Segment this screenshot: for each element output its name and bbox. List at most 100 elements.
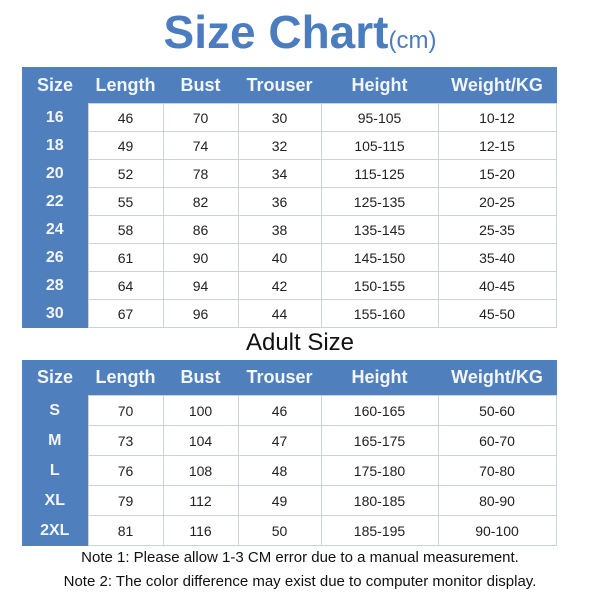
table-cell: 94 xyxy=(162,271,239,300)
table-cell: 60-70 xyxy=(437,425,557,456)
table-row: 26 61 90 40 145-150 35-40 xyxy=(22,243,557,272)
size-label: 16 xyxy=(22,103,88,132)
table-row: L 76 108 48 175-180 70-80 xyxy=(22,455,557,486)
table-cell: 50-60 xyxy=(437,395,557,426)
table-row: 2XL 81 116 50 185-195 90-100 xyxy=(22,515,557,546)
column-header: Weight/KG xyxy=(451,367,543,387)
table-cell: 90 xyxy=(162,243,239,272)
column-header: Length xyxy=(95,367,156,387)
table-cell: 108 xyxy=(162,455,239,486)
table-cell: 165-175 xyxy=(320,425,439,456)
size-label: XL xyxy=(22,485,88,516)
table-cell: 52 xyxy=(87,159,164,188)
table-cell: 48 xyxy=(237,455,322,486)
table-cell: 40 xyxy=(237,243,322,272)
header-row: Size Length Bust Trouser Height Weight/KG xyxy=(22,67,556,104)
table-cell: 100 xyxy=(162,395,239,426)
column-header: Bust xyxy=(180,74,221,95)
size-label: L xyxy=(22,455,88,486)
column-header: Bust xyxy=(180,367,221,387)
table-cell: 36 xyxy=(237,187,322,216)
table-cell: 49 xyxy=(87,131,164,160)
table-cell: 34 xyxy=(237,159,322,188)
table-cell: 112 xyxy=(162,485,239,516)
note-1: Note 1: Please allow 1-3 CM error due to… xyxy=(81,549,519,566)
table-cell: 82 xyxy=(162,187,239,216)
table-cell: 116 xyxy=(162,515,239,546)
table-cell: 90-100 xyxy=(437,515,557,546)
table-cell: 160-165 xyxy=(320,395,439,426)
table-cell: 80-90 xyxy=(437,485,557,516)
table-cell: 76 xyxy=(87,455,164,486)
table-cell: 73 xyxy=(87,425,164,456)
table-cell: 10-12 xyxy=(437,103,557,132)
header-row: Size Length Bust Trouser Height Weight/KG xyxy=(22,360,556,396)
table-cell: 74 xyxy=(162,131,239,160)
table-cell: 12-15 xyxy=(437,131,557,160)
table-row: M 73 104 47 165-175 60-70 xyxy=(22,425,557,456)
size-label: 28 xyxy=(22,271,88,300)
table-cell: 105-115 xyxy=(320,131,439,160)
title-unit: (cm) xyxy=(388,27,437,54)
table-row: 22 55 82 36 125-135 20-25 xyxy=(22,187,557,216)
kids-size-table: Size Length Bust Trouser Height Weight/KG 16 46… xyxy=(22,67,557,328)
table-cell: 67 xyxy=(87,299,164,328)
table-cell: 150-155 xyxy=(320,271,439,300)
table-cell: 49 xyxy=(237,485,322,516)
table-cell: 15-20 xyxy=(437,159,557,188)
column-header: Size xyxy=(36,74,74,95)
table-cell: 125-135 xyxy=(320,187,439,216)
table-cell: 47 xyxy=(237,425,322,456)
size-label: 18 xyxy=(22,131,88,160)
table-row: 24 58 86 38 135-145 25-35 xyxy=(22,215,557,244)
table-cell: 145-150 xyxy=(320,243,439,272)
table-cell: 25-35 xyxy=(437,215,557,244)
adult-size-heading: Adult Size xyxy=(245,329,355,356)
note-2: Note 2: The color difference may exist d… xyxy=(63,573,537,590)
table-cell: 55 xyxy=(87,187,164,216)
table-cell: 32 xyxy=(237,131,322,160)
size-label: 30 xyxy=(22,299,88,328)
table-cell: 175-180 xyxy=(320,455,439,486)
table-cell: 20-25 xyxy=(437,187,557,216)
table-cell: 46 xyxy=(237,395,322,426)
table-cell: 40-45 xyxy=(437,271,557,300)
table-row: XL 79 112 49 180-185 80-90 xyxy=(22,485,557,516)
table-cell: 115-125 xyxy=(320,159,439,188)
column-header: Height xyxy=(351,74,408,95)
column-header: Weight/KG xyxy=(451,74,543,95)
table-cell: 70-80 xyxy=(437,455,557,486)
table-cell: 79 xyxy=(87,485,164,516)
table-row: 30 67 96 44 155-160 45-50 xyxy=(22,299,557,328)
table-cell: 96 xyxy=(162,299,239,328)
size-label: 26 xyxy=(22,243,88,272)
table-cell: 42 xyxy=(237,271,322,300)
size-label: 2XL xyxy=(22,515,88,546)
size-label: S xyxy=(22,395,88,426)
table-cell: 180-185 xyxy=(320,485,439,516)
table-cell: 35-40 xyxy=(437,243,557,272)
table-row: S 70 100 46 160-165 50-60 xyxy=(22,395,557,426)
table-cell: 78 xyxy=(162,159,239,188)
table-cell: 185-195 xyxy=(320,515,439,546)
column-header: Trouser xyxy=(246,74,313,95)
size-label: 24 xyxy=(22,215,88,244)
table-cell: 46 xyxy=(87,103,164,132)
table-row: 18 49 74 32 105-115 12-15 xyxy=(22,131,557,160)
table-cell: 45-50 xyxy=(437,299,557,328)
table-cell: 64 xyxy=(87,271,164,300)
table-cell: 61 xyxy=(87,243,164,272)
size-label: 20 xyxy=(22,159,88,188)
table-cell: 155-160 xyxy=(320,299,439,328)
table-cell: 30 xyxy=(237,103,322,132)
adult-size-table: Size Length Bust Trouser Height Weight/KG S 70 1… xyxy=(22,360,557,546)
table-cell: 104 xyxy=(162,425,239,456)
table-row: 20 52 78 34 115-125 15-20 xyxy=(22,159,557,188)
column-header: Length xyxy=(95,74,156,95)
size-label: M xyxy=(22,425,88,456)
table-cell: 135-145 xyxy=(320,215,439,244)
column-header: Height xyxy=(351,367,408,387)
table-row: 16 46 70 30 95-105 10-12 xyxy=(22,103,557,132)
table-cell: 86 xyxy=(162,215,239,244)
table-cell: 95-105 xyxy=(320,103,439,132)
